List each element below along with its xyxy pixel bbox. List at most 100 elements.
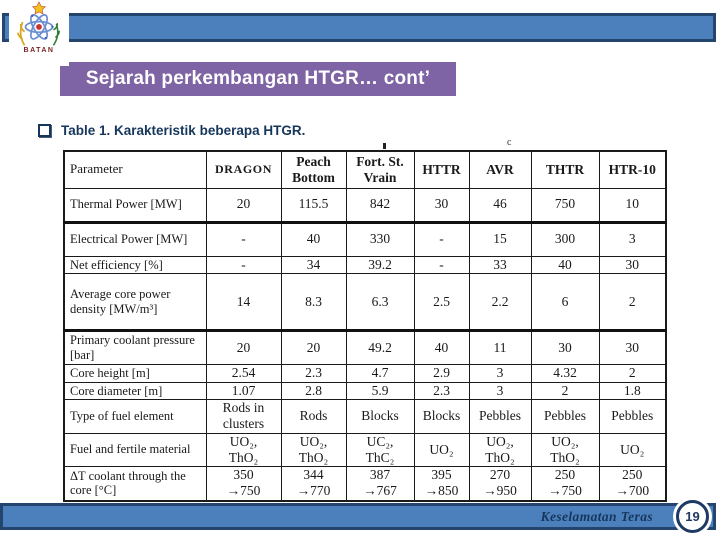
table-cell: 350 →750 — [205, 466, 282, 501]
table-cell: 344 →770 — [280, 466, 347, 501]
row-header: ΔT coolant through the core [°C] — [63, 466, 207, 501]
table-cell: 39.2 — [345, 255, 415, 275]
table-row: Core diameter [m] 1.07 2.8 5.9 2.3 3 2 1.8 — [63, 381, 667, 401]
table-cell: 330 — [345, 220, 415, 257]
table-cell: 30 — [598, 255, 667, 275]
table-cell: UO₂ — [598, 432, 667, 468]
table-cell: Pebbles — [530, 399, 600, 434]
table-cell: 395 →850 — [413, 466, 470, 501]
table-cell: 11 — [468, 329, 532, 365]
table-cell: 2.5 — [413, 273, 470, 332]
column-header: DRAGON — [205, 150, 282, 189]
table-cell: UO₂, ThO₂ — [205, 432, 282, 468]
table-cell: - — [413, 220, 470, 257]
top-banner-bar — [2, 13, 716, 42]
slide-title-box: Sejarah perkembangan HTGR… cont’ — [60, 62, 456, 96]
table-cell: Rods in clusters — [205, 399, 282, 434]
table-cell: 300 — [530, 220, 600, 257]
table-cell: 2.9 — [413, 363, 470, 383]
table-cell: 40 — [413, 329, 470, 365]
table-cell: 10 — [598, 187, 667, 223]
table-cell: 1.07 — [205, 381, 282, 401]
logo-label: BATAN — [23, 47, 55, 54]
table-row: Core height [m] 2.54 2.3 4.7 2.9 3 4.32 2 — [63, 363, 667, 383]
table-cell: 2.3 — [280, 363, 347, 383]
table-caption-row: Table 1. Karakteristik beberapa HTGR. — [38, 123, 305, 138]
row-header: Thermal Power [MW] — [63, 187, 207, 223]
table-cell: 14 — [205, 273, 282, 332]
table-cell: UO₂, ThO₂ — [468, 432, 532, 468]
table-cell: 750 — [530, 187, 600, 223]
table-cell: 3 — [598, 220, 667, 257]
table-cell: 33 — [468, 255, 532, 275]
table-row: Electrical Power [MW] -40 330-15 300 3 — [63, 220, 667, 257]
row-header: Average core power density [MW/m³] — [63, 273, 207, 332]
table-cell: 2 — [598, 363, 667, 383]
table-cell: 2.8 — [280, 381, 347, 401]
table-row: Thermal Power [MW] 20 115.5 842 30 46 750 10 — [63, 187, 667, 223]
table-cell: 250 →700 — [598, 466, 667, 501]
table-cell: 5.9 — [345, 381, 415, 401]
table-region: Parameter DRAGON Peach Bottom Fort. St. Vra… — [63, 150, 667, 502]
table-cell: 2 — [598, 273, 667, 332]
slide-title: Sejarah perkembangan HTGR… cont’ — [85, 68, 431, 89]
table-cell: 30 — [530, 329, 600, 365]
table-cell: 40 — [530, 255, 600, 275]
table-cell: 15 — [468, 220, 532, 257]
table-cell: - — [205, 255, 282, 275]
table-cell: Rods — [280, 399, 347, 434]
table-cell: 20 — [280, 329, 347, 365]
page-number: 19 — [685, 509, 700, 524]
table-cell: 49.2 — [345, 329, 415, 365]
row-header: Fuel and fertile material — [63, 432, 207, 468]
table-cell: 30 — [598, 329, 667, 365]
footer-label: Keselamatan Teras — [540, 508, 653, 524]
row-header: Electrical Power [MW] — [63, 220, 207, 257]
table-cell: 3 — [468, 381, 532, 401]
footer-bar: Keselamatan Teras — [0, 503, 716, 530]
table-cell: - — [413, 255, 470, 275]
table-cell: 3 — [468, 363, 532, 383]
table-cell: 30 — [413, 187, 470, 223]
column-header: Fort. St. Vrain — [345, 150, 415, 189]
table-cell: 1.8 — [598, 381, 667, 401]
table-cell: 4.32 — [530, 363, 600, 383]
row-header: Type of fuel element — [63, 399, 207, 434]
table-cell: 387 →767 — [345, 466, 415, 501]
table-cell: Blocks — [345, 399, 415, 434]
table-cell: 20 — [205, 187, 282, 223]
table-row: Type of fuel element Rods in clusters Rods… — [63, 399, 667, 434]
table-cell: 34 — [280, 255, 347, 275]
table-cell: 46 — [468, 187, 532, 223]
table-row: Fuel and fertile material UO₂, ThO₂ UO₂, T… — [63, 432, 667, 468]
batan-logo: BATAN — [9, 0, 69, 66]
table-row: ΔT coolant through the core [°C] 350 →750… — [63, 466, 667, 501]
table-cell: 2.2 — [468, 273, 532, 332]
table-cell: 842 — [345, 187, 415, 223]
table-cell: UO₂, ThO₂ — [530, 432, 600, 468]
row-header: Core height [m] — [63, 363, 207, 383]
scan-artifact-tick — [383, 143, 386, 149]
column-header: Peach Bottom — [280, 150, 347, 189]
table-cell: 6.3 — [345, 273, 415, 332]
row-header: Primary coolant pressure [bar] — [63, 329, 207, 365]
table-row: Net efficiency [%] -34 39.2-33 40 30 — [63, 255, 667, 275]
row-header: Net efficiency [%] — [63, 255, 207, 275]
table-cell: Pebbles — [598, 399, 667, 434]
table-caption: Table 1. Karakteristik beberapa HTGR. — [61, 123, 306, 138]
table-cell: 115.5 — [280, 187, 347, 223]
table-cell: 250 →750 — [530, 466, 600, 501]
page-number-badge: 19 — [676, 500, 709, 533]
table-cell: 40 — [280, 220, 347, 257]
column-header: THTR — [530, 150, 600, 189]
table-cell: 2.54 — [205, 363, 282, 383]
table-cell: 4.7 — [345, 363, 415, 383]
table-cell: 8.3 — [280, 273, 347, 332]
param-column-header: Parameter — [63, 150, 207, 189]
atom-emblem-icon — [16, 1, 61, 46]
table-cell: 270 →950 — [468, 466, 532, 501]
column-header: HTR-10 — [598, 150, 667, 189]
column-header: HTTR — [413, 150, 470, 189]
table-cell: Blocks — [413, 399, 470, 434]
table-cell: UO₂, ThO₂ — [280, 432, 347, 468]
